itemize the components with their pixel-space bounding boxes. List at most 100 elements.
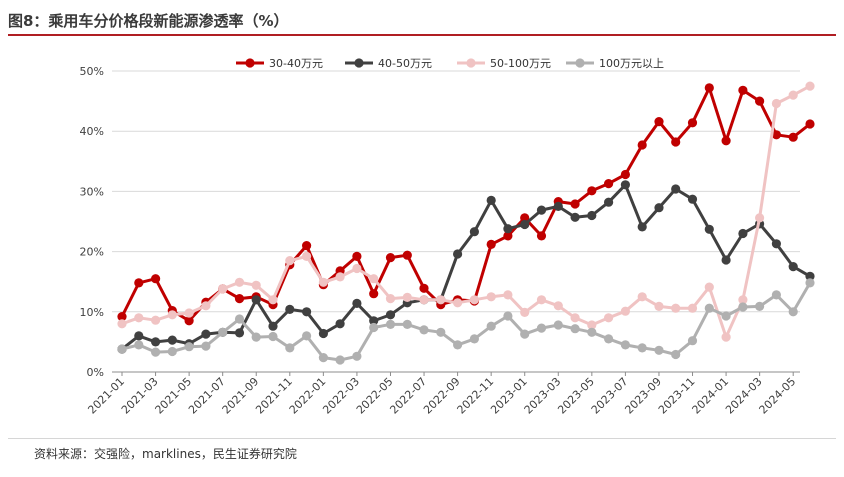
data-point bbox=[285, 256, 295, 266]
series-layer bbox=[117, 81, 815, 365]
title-rule bbox=[8, 34, 836, 36]
legend-item: 50-100万元 bbox=[457, 57, 551, 70]
axis-layer: 0%10%20%30%40%50%2021-012021-032021-0520… bbox=[80, 65, 800, 417]
data-point bbox=[268, 331, 278, 342]
data-point bbox=[687, 118, 698, 128]
data-point bbox=[134, 331, 144, 341]
data-point bbox=[637, 343, 647, 353]
data-point bbox=[654, 203, 664, 213]
data-point bbox=[234, 294, 245, 304]
y-tick-label: 50% bbox=[80, 65, 104, 78]
data-point bbox=[419, 283, 429, 293]
legend-item: 30-40万元 bbox=[236, 57, 323, 70]
y-tick-label: 10% bbox=[80, 306, 104, 319]
data-point bbox=[503, 231, 513, 241]
data-point bbox=[234, 328, 245, 338]
data-point bbox=[771, 290, 782, 300]
data-point bbox=[671, 137, 681, 147]
data-point bbox=[419, 325, 429, 335]
data-point bbox=[117, 319, 127, 329]
grid-layer bbox=[112, 70, 800, 313]
data-point bbox=[318, 353, 328, 363]
data-point bbox=[151, 347, 161, 357]
data-point bbox=[184, 316, 194, 326]
data-point bbox=[570, 199, 580, 209]
data-point bbox=[620, 169, 631, 180]
data-point bbox=[553, 301, 563, 311]
data-point bbox=[570, 212, 580, 222]
legend-item: 40-50万元 bbox=[345, 57, 432, 70]
data-point bbox=[704, 83, 714, 93]
data-point bbox=[453, 298, 463, 308]
data-point bbox=[788, 90, 798, 100]
data-point bbox=[755, 301, 765, 311]
series-line bbox=[121, 282, 812, 362]
series-1 bbox=[117, 180, 815, 354]
legend-label: 30-40万元 bbox=[269, 57, 323, 70]
data-point bbox=[570, 324, 580, 334]
data-point bbox=[134, 278, 144, 288]
data-point bbox=[285, 343, 295, 353]
legend-label: 40-50万元 bbox=[378, 57, 432, 70]
data-point bbox=[687, 336, 698, 346]
data-point bbox=[637, 140, 647, 150]
data-point bbox=[268, 321, 278, 331]
data-point bbox=[486, 195, 496, 205]
series-3 bbox=[117, 278, 815, 365]
data-point bbox=[620, 306, 631, 316]
data-point bbox=[587, 186, 597, 196]
data-point bbox=[302, 331, 312, 341]
data-point bbox=[771, 130, 782, 140]
data-point bbox=[385, 319, 396, 329]
data-point bbox=[520, 213, 530, 223]
data-point bbox=[251, 280, 261, 290]
y-tick-label: 40% bbox=[80, 125, 104, 138]
data-point bbox=[385, 310, 396, 320]
data-point bbox=[771, 98, 782, 109]
data-point bbox=[151, 274, 161, 284]
data-point bbox=[704, 282, 714, 292]
data-point bbox=[788, 132, 798, 142]
data-point bbox=[184, 308, 194, 318]
data-point bbox=[402, 292, 412, 302]
y-tick-label: 0% bbox=[87, 366, 104, 379]
data-point bbox=[469, 295, 479, 305]
data-point bbox=[369, 316, 379, 326]
data-point bbox=[604, 197, 614, 207]
data-point bbox=[536, 323, 547, 333]
data-point bbox=[788, 307, 798, 317]
data-point bbox=[201, 329, 211, 339]
data-point bbox=[805, 278, 815, 288]
data-point bbox=[587, 320, 597, 330]
data-point bbox=[637, 292, 647, 302]
data-point bbox=[419, 295, 429, 305]
data-point bbox=[335, 272, 345, 282]
data-point bbox=[654, 301, 664, 311]
data-point bbox=[318, 277, 328, 287]
series-2 bbox=[117, 81, 815, 342]
source-note: 资料来源：交强险，marklines，民生证券研究院 bbox=[34, 447, 297, 461]
data-point bbox=[755, 213, 765, 223]
data-point bbox=[335, 319, 345, 329]
data-point bbox=[721, 311, 731, 321]
data-point bbox=[402, 250, 412, 260]
data-point bbox=[536, 295, 547, 305]
data-point bbox=[654, 117, 664, 127]
data-point bbox=[352, 263, 362, 274]
data-point bbox=[251, 332, 261, 342]
data-point bbox=[738, 302, 748, 312]
data-point bbox=[553, 320, 563, 330]
data-point bbox=[486, 321, 496, 331]
data-point bbox=[469, 227, 479, 237]
data-point bbox=[302, 307, 312, 317]
data-point bbox=[117, 312, 127, 322]
data-point bbox=[369, 289, 379, 299]
legend-marker bbox=[354, 58, 364, 68]
data-point bbox=[755, 96, 765, 106]
data-point bbox=[318, 328, 328, 339]
data-point bbox=[218, 284, 228, 294]
data-point bbox=[453, 340, 463, 350]
data-point bbox=[486, 239, 496, 249]
data-point bbox=[302, 251, 312, 261]
